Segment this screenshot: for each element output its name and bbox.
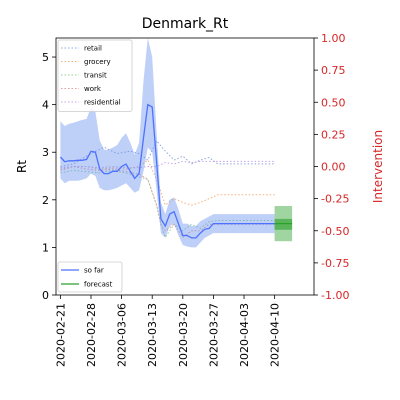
x-tick-label: 2020-02-21 bbox=[54, 303, 67, 367]
right-y-tick-label: 0.25 bbox=[321, 128, 346, 141]
right-y-tick-label: -0.75 bbox=[321, 257, 349, 270]
x-tick-label: 2020-04-10 bbox=[269, 303, 282, 367]
legend-interventions-box bbox=[57, 39, 133, 112]
x-tick-label: 2020-04-03 bbox=[238, 303, 251, 367]
y-tick-label: 0 bbox=[42, 289, 49, 302]
rt-so-far-line bbox=[59, 103, 275, 239]
y-tick-label: 2 bbox=[42, 194, 49, 207]
intervention-line-transit bbox=[60, 169, 275, 239]
right-y-tick-label: -0.50 bbox=[321, 225, 349, 238]
right-y-tick-label: -0.25 bbox=[321, 193, 349, 206]
x-tick-label: 2020-03-13 bbox=[146, 303, 159, 367]
intervention-line-work bbox=[60, 165, 275, 238]
legend-label-so-far: so far bbox=[84, 267, 104, 275]
right-y-tick-label: 0.50 bbox=[321, 96, 346, 109]
legend-label-residential: residential bbox=[84, 99, 121, 107]
legend-label-work: work bbox=[84, 85, 102, 93]
right-y-axis-label: Intervention bbox=[371, 130, 385, 203]
intervention-line-residential bbox=[60, 160, 275, 169]
chart-title: Denmark_Rt bbox=[142, 16, 229, 32]
right-y-tick-label: 1.00 bbox=[321, 32, 346, 45]
legend-label-retail: retail bbox=[84, 45, 102, 53]
y-tick-label: 5 bbox=[42, 51, 49, 64]
rt-forecast-band-inner bbox=[274, 218, 293, 230]
intervention-line-retail bbox=[60, 139, 275, 167]
right-y-tick-label: 0.00 bbox=[321, 161, 346, 174]
plot-area bbox=[59, 38, 293, 248]
rt-so-far-band bbox=[60, 38, 275, 248]
legend-label-transit: transit bbox=[84, 72, 107, 80]
x-tick-label: 2020-03-06 bbox=[116, 303, 129, 367]
legend-label-forecast: forecast bbox=[84, 281, 113, 289]
x-tick-label: 2020-02-28 bbox=[85, 303, 98, 367]
y-tick-label: 3 bbox=[42, 146, 49, 159]
right-y-tick-label: 0.75 bbox=[321, 64, 346, 77]
legend-interventions: retail grocery transit work residential bbox=[57, 39, 133, 112]
y-axis-label: Rt bbox=[15, 160, 29, 173]
legend-label-grocery: grocery bbox=[84, 58, 111, 66]
y-tick-label: 4 bbox=[42, 99, 49, 112]
right-y-tick-label: -1.00 bbox=[321, 289, 349, 302]
y-tick-label: 1 bbox=[42, 241, 49, 254]
legend-rt: so far forecast bbox=[57, 261, 123, 293]
axis-ticks: 0 1 2 3 4 5 -1.00 -0.75 -0.50 -0.25 0.00 0.25 0.50 0.… bbox=[42, 32, 349, 367]
x-tick-label: 2020-03-20 bbox=[177, 303, 190, 367]
x-tick-label: 2020-03-27 bbox=[207, 303, 220, 367]
